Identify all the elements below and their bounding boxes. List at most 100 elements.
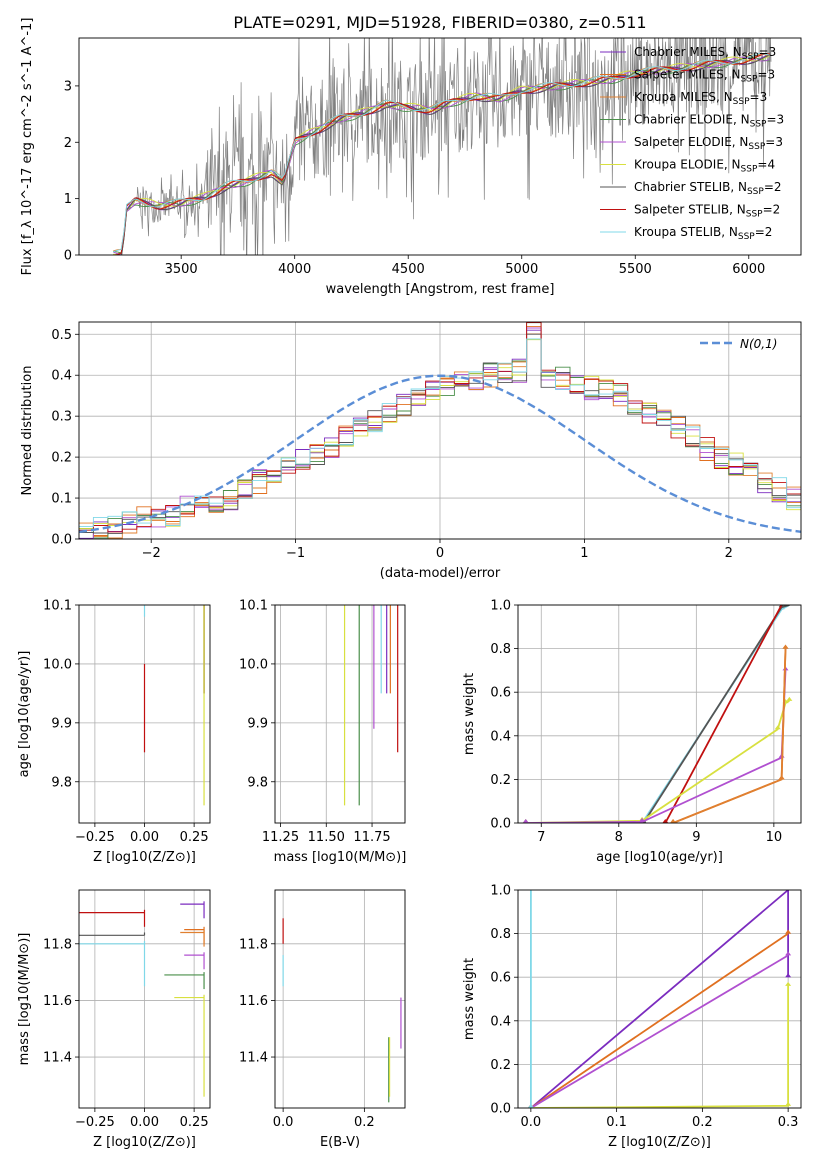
legend-entry-name: Chabrier MILES, N [634,45,742,59]
legend-entry-sub: SSP [746,210,763,220]
legend-entry: Kroupa STELIB, NSSP=2 [634,225,772,242]
legend-entry-name: Kroupa MILES, N [634,90,733,104]
x-axis-label: mass [log10(M/M⊙)] [274,850,407,865]
weight-line [530,890,789,1108]
data-point [79,555,145,605]
y-axis-label: mass weight [462,958,477,1040]
y-tick-label: 0 [64,249,72,264]
data-point [174,994,205,1097]
x-tick-label: 0.00 [130,1115,159,1130]
figure-title: PLATE=0291, MJD=51928, FIBERID=0380, z=0… [233,13,646,32]
plot-area-age-vs-mass [343,605,399,806]
plot-area-spectrum [112,38,772,255]
data-point [203,605,205,694]
weight-marker [785,886,791,890]
data-point [373,605,375,729]
data-point [203,605,205,694]
panel-mass-weight-vs-Z: 0.0 0.1 0.2 0.3 0.0 0.2 0.4 0.6 0.8 1.0 Z [log10(Z… [462,884,802,1150]
weight-marker [785,973,792,978]
x-axis-label: age [log10(age/yr)] [596,850,723,865]
weight-line [530,985,789,1108]
y-tick-label: 0.4 [490,729,511,744]
y-tick-label: 9.8 [247,775,268,790]
panel-mass-weight-vs-age: 7 8 9 10 0.0 0.2 0.4 0.6 0.8 1.0 age [log10(age/yr… [462,599,802,865]
weight-marker [785,981,792,986]
x-tick-label: 3500 [165,262,198,277]
y-tick-label: 9.9 [247,716,268,731]
data-point [180,901,205,919]
plot-area-mass-weight-vs-Z [527,886,792,1108]
x-tick-label: −0.25 [75,1115,115,1130]
legend-entry-count: =2 [763,203,781,217]
x-tick-label: 6000 [732,262,765,277]
y-tick-label: 0.0 [490,817,511,832]
y-tick-label: 0.1 [51,492,72,507]
data-point [180,929,205,947]
y-tick-label: 0.2 [490,773,511,788]
y-tick-label: 9.8 [51,775,72,790]
x-tick-label: 5000 [505,262,538,277]
y-axis-label: mass weight [462,673,477,755]
weight-line [525,700,790,823]
y-tick-label: 9.9 [51,716,72,731]
x-tick-label: 10 [766,830,783,845]
x-tick-label: 0.3 [778,1115,799,1130]
panel-mass-vs-Z: −0.25 0.00 0.25 11.4 11.6 11.8 Z [log10(Z/Z⊙)]… [17,889,211,1150]
legend-entry-count: =3 [750,90,768,104]
legend-entry-sub: SSP [733,97,750,107]
y-tick-label: 0.4 [490,1014,511,1029]
data-point [386,605,388,694]
x-tick-label: 2 [725,546,733,561]
y-tick-label: 0.0 [490,1102,511,1117]
y-tick-label: 0.2 [490,1058,511,1073]
x-tick-label: 0.25 [180,1115,209,1130]
legend-entry-sub: SSP [750,120,767,130]
y-tick-label: 11.8 [239,937,268,952]
data-point [343,605,346,806]
weight-marker [670,819,677,823]
data-point [164,972,205,990]
weight-marker [786,696,793,701]
y-tick-label: 11.6 [43,994,72,1009]
data-point [380,605,382,694]
legend-entry: Kroupa MILES, NSSP=3 [634,90,767,107]
x-tick-label: 1 [580,546,588,561]
y-tick-label: 0.5 [51,328,72,343]
data-point [143,605,146,617]
legend-entry: Chabrier ELODIE, NSSP=3 [634,113,784,130]
x-tick-label: 9 [692,830,700,845]
legend-entry-name: Salpeter MILES, N [634,68,741,82]
legend-entry: Chabrier STELIB, NSSP=2 [634,180,782,197]
weight-line [525,605,790,823]
y-tick-label: 2 [64,136,72,151]
data-point [203,605,205,694]
x-axis-label: wavelength [Angstrom, rest frame] [326,282,555,297]
x-tick-label: 11.75 [353,830,390,845]
weight-marker [779,601,785,605]
panels: 3500 4000 4500 5000 5500 6000 0 1 2 3 wavelength [… [17,18,802,1150]
legend-entry-name: Kroupa STELIB, N [634,225,738,239]
plot-area-age-vs-Z [79,555,205,806]
weight-marker [785,951,792,956]
weight-marker [785,929,792,934]
x-axis-label: Z [log10(Z/Z⊙)] [608,1135,711,1150]
axes-frame [517,889,802,1109]
panel-residuals: −2 −1 0 1 2 0.0 0.1 0.2 0.3 0.4 0.5 (data-model)/er… [20,321,802,581]
weight-marker [786,601,792,605]
x-axis-label: E(B-V) [320,1135,360,1150]
data-point [203,605,205,806]
x-tick-label: 0.2 [354,1115,375,1130]
legend-entry-name: Salpeter STELIB, N [634,203,746,217]
weight-marker [785,1101,792,1106]
x-tick-label: 8 [615,830,623,845]
weight-line [525,605,790,823]
legend-entry-count: =3 [759,45,777,59]
x-tick-label: 0.0 [521,1115,542,1130]
x-tick-label: 4500 [392,262,425,277]
y-tick-label: 11.4 [43,1051,72,1066]
legend-entry: Salpeter STELIB, NSSP=2 [634,203,780,220]
panel-age-vs-mass: 11.25 11.50 11.75 9.8 9.9 10.0 10.1 mass [log10… [239,599,407,866]
legend-entry-count: =3 [766,113,784,127]
weight-marker [782,644,789,649]
